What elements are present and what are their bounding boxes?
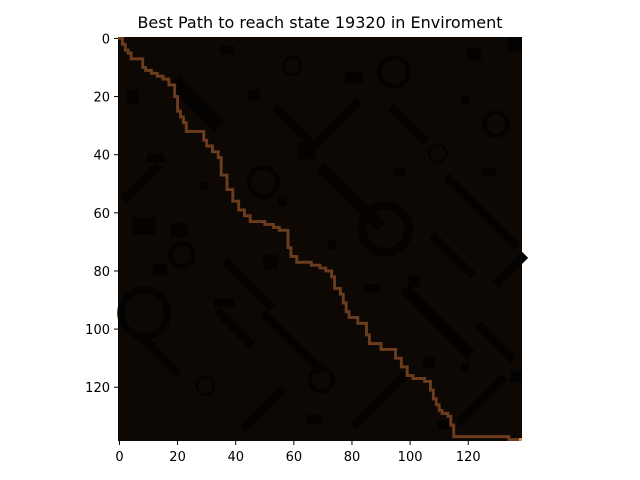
best-path-line	[117, 36, 523, 442]
obstacle-block	[219, 45, 235, 55]
obstacle-ring	[117, 286, 172, 341]
obstacle-block	[492, 251, 529, 288]
obstacle-block	[213, 298, 235, 308]
obstacle-block	[443, 173, 520, 250]
x-tick-label: 20	[169, 450, 186, 465]
y-tick-label: 20	[93, 91, 110, 106]
y-tick-label: 100	[85, 323, 110, 338]
obstacle-block	[213, 306, 255, 349]
x-tick-label: 120	[456, 450, 481, 465]
x-tick-label: 0	[115, 450, 123, 465]
obstacle-block	[309, 97, 363, 151]
obstacle-block	[248, 89, 261, 101]
x-tick-label: 100	[398, 450, 423, 465]
obstacle-block	[507, 37, 522, 52]
obstacle-block	[400, 284, 475, 360]
obstacle-block	[454, 373, 508, 427]
obstacle-block	[168, 76, 225, 132]
obstacle-block	[365, 284, 380, 293]
obstacle-block	[394, 167, 406, 177]
obstacle-block	[327, 240, 336, 250]
y-tick-label: 0	[102, 32, 110, 47]
y-tick-label: 120	[85, 381, 110, 396]
y-tick-label: 80	[93, 265, 110, 280]
obstacle-block	[271, 103, 314, 145]
obstacle-block	[140, 336, 183, 378]
obstacle-layer	[117, 37, 529, 433]
obstacle-ring	[377, 55, 411, 89]
chart-title: Best Path to reach state 19320 in Enviro…	[137, 13, 502, 32]
plot-area	[117, 36, 529, 442]
obstacle-block	[428, 231, 476, 279]
x-axis: 0 20 40 60 80 100 120	[115, 441, 481, 465]
obstacle-ring	[168, 241, 196, 269]
obstacle-block	[460, 95, 470, 104]
obstacle-block	[152, 263, 168, 276]
x-tick-label: 40	[227, 450, 244, 465]
obstacle-block	[126, 89, 139, 104]
obstacle-block	[408, 275, 421, 287]
obstacle-block	[306, 414, 322, 424]
obstacle-block	[222, 257, 276, 311]
y-tick-label: 40	[93, 149, 110, 164]
y-axis: 0 20 40 60 80 100 120	[85, 32, 118, 396]
obstacle-block	[260, 309, 325, 375]
obstacle-block	[316, 162, 385, 232]
obstacle-block	[147, 153, 165, 162]
goal-state-cell	[519, 438, 522, 441]
obstacle-block	[466, 48, 482, 61]
obstacle-block	[350, 370, 410, 430]
obstacle-block	[460, 362, 470, 372]
obstacle-ring	[427, 143, 448, 164]
environment-background	[118, 37, 522, 441]
obstacle-block	[199, 182, 209, 192]
x-tick-label: 60	[286, 450, 303, 465]
obstacle-ring	[357, 201, 414, 257]
obstacle-block	[120, 161, 162, 204]
obstacle-block	[481, 167, 496, 177]
obstacle-block	[298, 141, 316, 160]
obstacle-block	[475, 321, 517, 363]
obstacle-ring	[195, 375, 216, 396]
path-layer	[117, 36, 523, 442]
obstacle-block	[423, 356, 435, 369]
obstacle-block	[437, 420, 450, 430]
obstacle-block	[239, 385, 287, 433]
obstacle-block	[132, 217, 156, 235]
obstacle-block	[263, 254, 278, 270]
obstacle-block	[510, 371, 522, 383]
x-tick-label: 80	[344, 450, 361, 465]
y-tick-label: 60	[93, 207, 110, 222]
obstacle-block	[344, 71, 363, 84]
obstacle-ring	[246, 165, 281, 200]
obstacle-block	[170, 223, 188, 238]
obstacle-block	[387, 103, 430, 145]
obstacle-ring	[282, 55, 303, 77]
obstacle-block	[277, 196, 287, 206]
obstacle-ring	[482, 110, 510, 138]
